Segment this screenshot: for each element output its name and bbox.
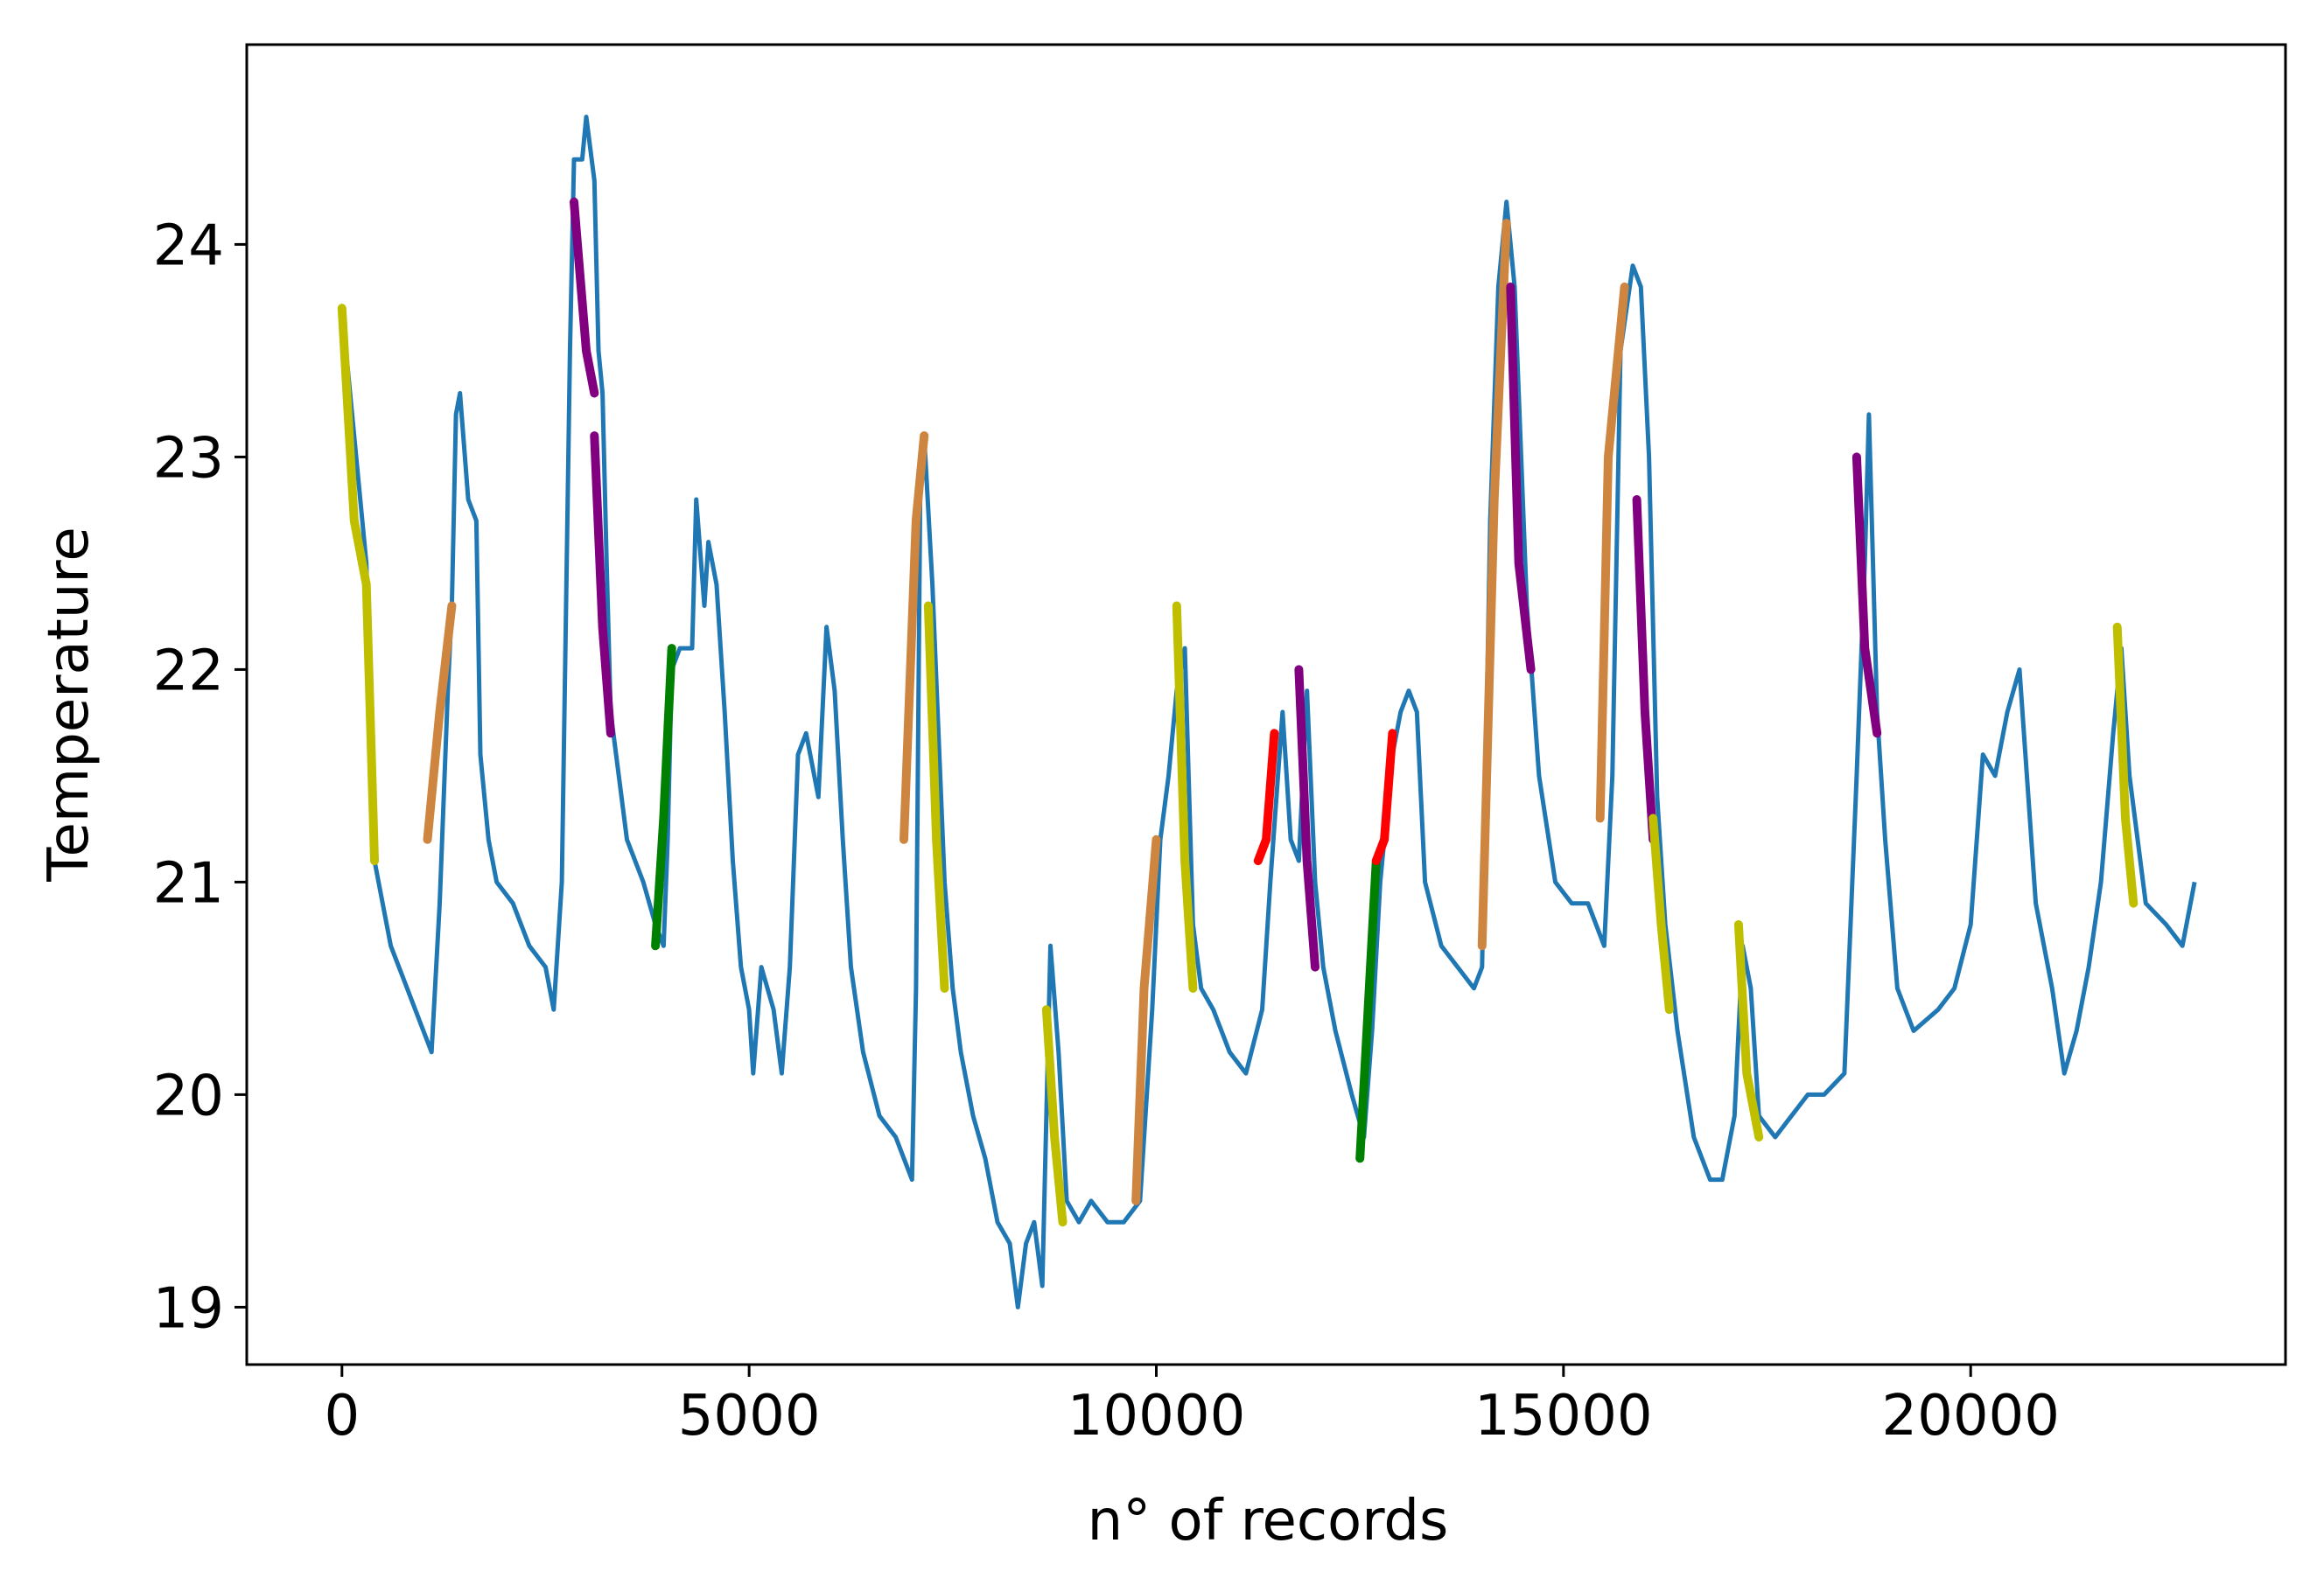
highlight-segment [1733, 920, 1764, 1142]
y-axis-label: Temperature [37, 527, 102, 882]
y-tick-label: 22 [153, 639, 224, 703]
highlight-segment [1294, 665, 1320, 972]
plot-frame [245, 43, 2287, 1366]
highlight-segment [1852, 452, 1882, 738]
y-tick-label: 24 [153, 213, 224, 278]
highlight-segment [1172, 601, 1198, 993]
x-tick-label: 20000 [1881, 1384, 2060, 1449]
highlight-segment [337, 304, 379, 866]
y-tick-label: 23 [153, 426, 224, 491]
highlight-segment [1595, 283, 1629, 823]
x-tick-label: 5000 [678, 1384, 821, 1449]
highlight-segment [2112, 622, 2138, 908]
highlight-segment [1355, 856, 1381, 1163]
highlight-segment [1648, 813, 1674, 1015]
highlight-segment [900, 431, 929, 844]
x-tick-label: 10000 [1068, 1384, 1246, 1449]
highlight-segment [570, 197, 599, 398]
x-axis-label: n° of records [1088, 1489, 1449, 1554]
x-tick-label: 15000 [1474, 1384, 1653, 1449]
x-tick-label: 0 [324, 1384, 360, 1449]
highlight-segment [1041, 1005, 1068, 1227]
y-tick-label: 20 [153, 1064, 224, 1128]
highlight-segment [1506, 283, 1536, 674]
highlight-segment [1632, 495, 1658, 844]
highlight-segment [423, 601, 457, 844]
highlight-segment [1371, 729, 1397, 866]
highlight-segment [1253, 729, 1279, 866]
y-tick-label: 19 [153, 1276, 224, 1341]
highlight-segment [1131, 834, 1161, 1205]
highlight-segment [651, 644, 676, 951]
highlight-segment [590, 431, 615, 738]
highlight-segment [923, 601, 949, 993]
y-tick-label: 21 [153, 851, 224, 916]
highlight-segment [1477, 219, 1511, 951]
data-line [340, 115, 2197, 1309]
